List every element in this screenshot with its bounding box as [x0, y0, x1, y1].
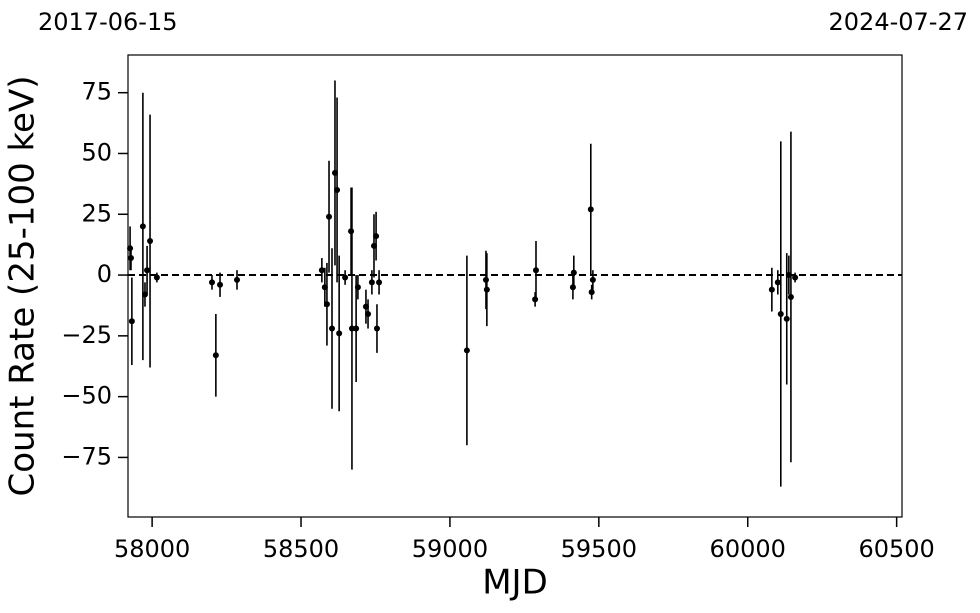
data-point	[368, 279, 375, 286]
data-point	[588, 289, 595, 296]
data-point	[353, 325, 360, 332]
data-point	[532, 296, 539, 303]
data-point	[483, 286, 490, 293]
data-point	[587, 206, 594, 213]
x-axis-label: MJD	[482, 563, 548, 603]
data-point	[144, 267, 151, 274]
data-point	[348, 228, 355, 235]
x-tick-label: 60000	[710, 535, 786, 563]
x-tick-label: 59500	[561, 535, 637, 563]
y-tick-label: 50	[81, 138, 112, 166]
data-point	[768, 286, 775, 293]
data-point	[336, 330, 343, 337]
data-point	[318, 267, 325, 274]
data-point	[532, 267, 539, 274]
data-point	[326, 213, 333, 220]
data-point	[777, 310, 784, 317]
data-point	[342, 274, 349, 281]
y-axis-label: Count Rate (25-100 keV)	[3, 76, 43, 497]
x-tick-label: 58500	[263, 535, 339, 563]
data-point	[323, 301, 330, 308]
y-tick-label: 25	[81, 199, 112, 227]
data-point	[208, 279, 215, 286]
data-point	[153, 274, 160, 281]
end-date: 2024-07-27	[829, 8, 968, 36]
data-point	[354, 284, 361, 291]
data-point	[212, 352, 219, 359]
data-point	[233, 276, 240, 283]
data-point	[570, 269, 577, 276]
data-point	[787, 293, 794, 300]
x-tick-label: 60500	[858, 535, 934, 563]
x-tick-label: 59000	[412, 535, 488, 563]
data-point	[792, 274, 799, 281]
data-point	[139, 223, 146, 230]
data-point	[348, 325, 355, 332]
data-point	[334, 186, 341, 193]
data-point	[127, 255, 134, 262]
data-point	[328, 325, 335, 332]
x-tick-label: 58000	[114, 535, 190, 563]
data-point	[376, 279, 383, 286]
y-tick-label: −75	[61, 442, 112, 470]
y-tick-label: 0	[97, 260, 112, 288]
data-point	[783, 315, 790, 322]
plot-frame	[127, 54, 903, 518]
y-tick-label: −25	[61, 321, 112, 349]
data-point	[217, 281, 224, 288]
data-point	[127, 245, 134, 252]
data-point	[147, 238, 154, 245]
data-point	[128, 318, 135, 325]
data-point	[365, 310, 372, 317]
data-point	[569, 284, 576, 291]
data-point	[482, 276, 489, 283]
data-point	[589, 276, 596, 283]
data-point	[373, 233, 380, 240]
data-point	[774, 279, 781, 286]
data-point	[463, 347, 470, 354]
y-tick-label: 75	[81, 78, 112, 106]
start-date: 2017-06-15	[38, 8, 177, 36]
y-tick-label: −50	[61, 382, 112, 410]
data-point	[373, 325, 380, 332]
